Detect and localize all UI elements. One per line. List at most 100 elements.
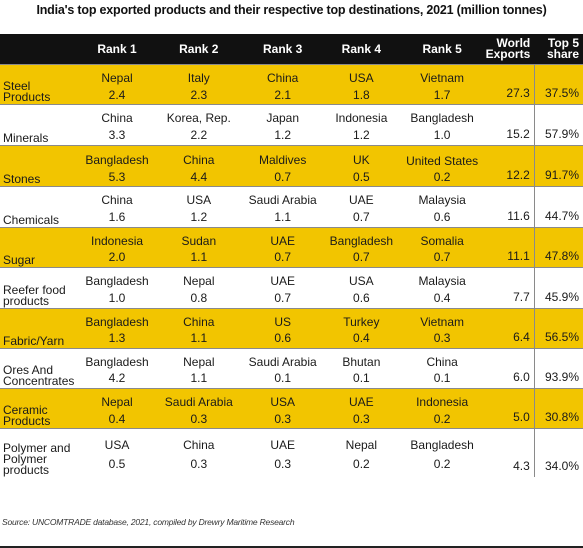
header-rank-1: Rank 1 <box>79 34 155 65</box>
destination-rank-1: USA <box>79 428 155 452</box>
value-rank-2: 0.3 <box>154 409 244 429</box>
destination-rank-3: UAE <box>243 428 323 452</box>
table-row-values: 1.6 1.2 1.1 0.7 0.6 <box>0 207 583 227</box>
value-rank-3: 0.7 <box>243 167 323 187</box>
table-row: Polymer and Polymer products USA China UAE N… <box>0 428 583 477</box>
destination-rank-2: USA <box>154 186 244 207</box>
top5-share-value: 91.7% <box>533 144 583 187</box>
value-rank-5: 1.7 <box>400 85 484 105</box>
value-rank-4: 0.4 <box>322 328 401 348</box>
destination-rank-2: China <box>154 144 244 167</box>
world-exports-value: 12.2 <box>483 144 535 187</box>
destination-rank-5: Malaysia <box>400 266 484 288</box>
destination-rank-3: Saudi Arabia <box>243 186 323 207</box>
value-rank-3: 0.3 <box>243 451 323 477</box>
top5-share-value: 30.8% <box>533 387 583 429</box>
chart-title: India's top exported products and their … <box>36 3 547 17</box>
product-name: Fabric/Yarn <box>0 307 80 348</box>
table-row-values: 4.2 1.1 0.1 0.1 0.1 <box>0 368 583 388</box>
destination-rank-1: Bangladesh <box>79 307 155 329</box>
product-name: Polymer and Polymer products <box>0 428 80 477</box>
destination-rank-1: Nepal <box>79 64 155 85</box>
bottom-rule <box>0 546 583 548</box>
value-rank-3: 0.1 <box>243 368 323 388</box>
header-rank-3: Rank 3 <box>243 34 323 65</box>
destination-rank-1: Indonesia <box>79 226 155 248</box>
value-rank-5: 0.2 <box>400 167 484 187</box>
exports-table: Rank 1 Rank 2 Rank 3 Rank 4 Rank 5 World… <box>0 34 583 477</box>
value-rank-4: 0.7 <box>322 247 401 267</box>
world-exports-value: 27.3 <box>483 64 535 105</box>
value-rank-2: 2.3 <box>154 85 244 105</box>
product-name: Sugar <box>0 226 80 267</box>
destination-rank-3: UAE <box>243 266 323 288</box>
product-name: Minerals <box>0 104 80 145</box>
destination-rank-4: UK <box>322 144 401 167</box>
top5-share-value: 45.9% <box>533 266 583 308</box>
product-name: Stones <box>0 144 80 187</box>
destination-rank-2: Nepal <box>154 266 244 288</box>
value-rank-2: 0.3 <box>154 451 244 477</box>
destination-rank-2: Nepal <box>154 347 244 369</box>
value-rank-4: 0.3 <box>322 409 401 429</box>
value-rank-4: 1.2 <box>322 125 401 145</box>
destination-rank-5: Vietnam <box>400 307 484 329</box>
value-rank-1: 0.4 <box>79 409 155 429</box>
world-exports-value: 11.6 <box>483 186 535 227</box>
destination-rank-3: Maldives <box>243 144 323 167</box>
header-rank-4: Rank 4 <box>322 34 401 65</box>
value-rank-1: 1.6 <box>79 207 155 227</box>
value-rank-3: 2.1 <box>243 85 323 105</box>
value-rank-1: 0.5 <box>79 451 155 477</box>
destination-rank-1: Bangladesh <box>79 144 155 167</box>
value-rank-5: 0.1 <box>400 368 484 388</box>
value-rank-2: 1.2 <box>154 207 244 227</box>
destination-rank-1: Bangladesh <box>79 347 155 369</box>
destination-rank-5: Bangladesh <box>400 104 484 125</box>
destination-rank-4: Bangladesh <box>322 226 401 248</box>
value-rank-3: 0.3 <box>243 409 323 429</box>
destination-rank-5: Indonesia <box>400 387 484 409</box>
value-rank-4: 1.8 <box>322 85 401 105</box>
value-rank-3: 1.1 <box>243 207 323 227</box>
table-row: Steel Products Nepal Italy China USA Vietnam 2… <box>0 64 583 105</box>
product-name: Steel Products <box>0 64 80 105</box>
destination-rank-1: China <box>79 104 155 125</box>
destination-rank-1: Bangladesh <box>79 266 155 288</box>
header-product <box>0 34 80 65</box>
destination-rank-4: UAE <box>322 186 401 207</box>
destination-rank-4: Turkey <box>322 307 401 329</box>
top5-share-value: 34.0% <box>533 428 583 477</box>
destination-rank-3: USA <box>243 387 323 409</box>
value-rank-5: 0.7 <box>400 247 484 267</box>
destination-rank-5: United States <box>400 144 484 167</box>
value-rank-2: 1.1 <box>154 368 244 388</box>
destination-rank-3: Japan <box>243 104 323 125</box>
value-rank-1: 5.3 <box>79 167 155 187</box>
destination-rank-2: Saudi Arabia <box>154 387 244 409</box>
product-name: Ores And Concentrates <box>0 347 80 388</box>
value-rank-4: 0.7 <box>322 207 401 227</box>
table-row-values: 0.4 0.3 0.3 0.3 0.2 <box>0 409 583 429</box>
top5-share-value: 56.5% <box>533 307 583 348</box>
top5-share-value: 93.9% <box>533 347 583 388</box>
destination-rank-3: Saudi Arabia <box>243 347 323 369</box>
destination-rank-2: Italy <box>154 64 244 85</box>
value-rank-5: 1.0 <box>400 125 484 145</box>
destination-rank-2: Sudan <box>154 226 244 248</box>
world-exports-value: 11.1 <box>483 226 535 267</box>
value-rank-3: 1.2 <box>243 125 323 145</box>
world-exports-value: 15.2 <box>483 104 535 145</box>
header-row: Rank 1 Rank 2 Rank 3 Rank 4 Rank 5 World… <box>0 34 583 65</box>
value-rank-2: 2.2 <box>154 125 244 145</box>
destination-rank-4: UAE <box>322 387 401 409</box>
destination-rank-4: USA <box>322 64 401 85</box>
destination-rank-4: USA <box>322 266 401 288</box>
table-body: Steel Products Nepal Italy China USA Vietnam 2… <box>0 64 583 477</box>
table-row-values: 5.3 4.4 0.7 0.5 0.2 <box>0 167 583 187</box>
destination-rank-4: Indonesia <box>322 104 401 125</box>
destination-rank-3: UAE <box>243 226 323 248</box>
value-rank-1: 2.0 <box>79 247 155 267</box>
world-exports-value: 6.0 <box>483 347 535 388</box>
value-rank-5: 0.4 <box>400 288 484 308</box>
